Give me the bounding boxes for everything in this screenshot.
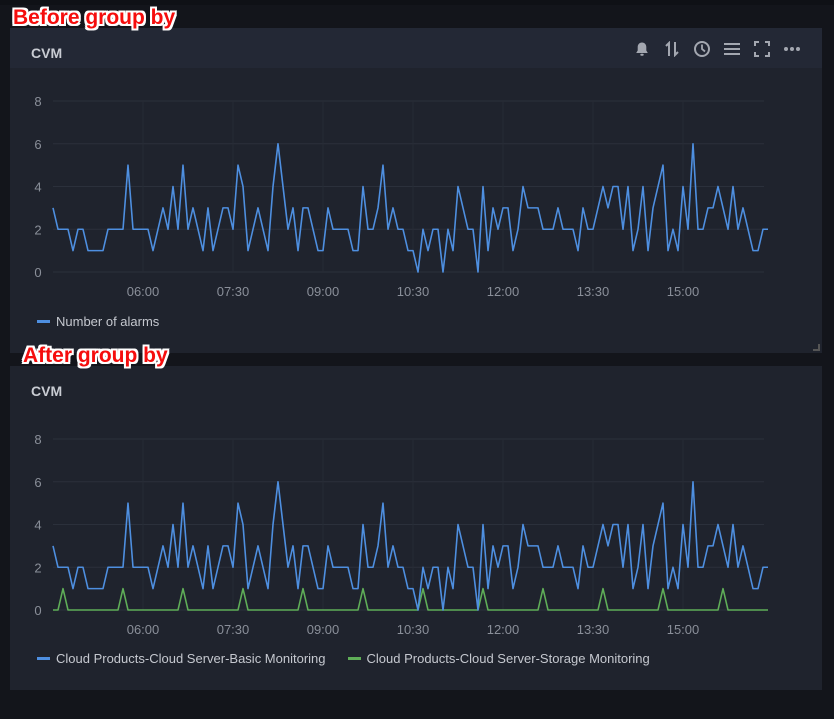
- y-tick-label: 2: [34, 560, 41, 575]
- list-icon[interactable]: [722, 40, 742, 58]
- chart-legend: Number of alarms: [37, 314, 159, 329]
- bell-icon[interactable]: [632, 40, 652, 58]
- resize-handle[interactable]: [813, 344, 820, 351]
- y-tick-label: 6: [34, 137, 41, 152]
- x-tick-label: 10:30: [397, 284, 430, 299]
- legend-label: Number of alarms: [56, 314, 160, 329]
- series-line: [53, 587, 768, 611]
- x-tick-label: 15:00: [667, 622, 700, 637]
- x-tick-label: 07:30: [217, 622, 250, 637]
- line-chart-before: 0 2 4 6 8 06:00 07:30 09:00 10:30 12:00 13:30 15:00: [34, 94, 768, 299]
- fullscreen-icon[interactable]: [752, 40, 772, 58]
- y-tick-label: 8: [34, 94, 41, 109]
- series-line: [52, 480, 768, 611]
- x-tick-label: 09:00: [307, 284, 340, 299]
- y-tick-label: 6: [34, 475, 41, 490]
- panel-title: CVM: [31, 45, 63, 61]
- x-tick-label: 09:00: [307, 622, 340, 637]
- chart-panel-before: CVM 0 2 4 6 8 06:00 07:30 09:00 10:30 12:00 13:30 1…: [10, 28, 822, 353]
- x-tick-label: 13:30: [577, 622, 610, 637]
- y-tick-label: 0: [34, 265, 41, 280]
- x-tick-label: 13:30: [577, 284, 610, 299]
- x-tick-label: 10:30: [397, 622, 430, 637]
- panel-toolbar: [632, 40, 802, 58]
- y-tick-label: 4: [34, 518, 41, 533]
- x-tick-label: 15:00: [667, 284, 700, 299]
- legend-item[interactable]: Cloud Products-Cloud Server-Basic Monito…: [37, 651, 326, 666]
- annotation-after: After group by: [23, 344, 168, 367]
- legend-item[interactable]: Number of alarms: [37, 314, 159, 329]
- x-tick-label: 12:00: [487, 284, 520, 299]
- x-tick-label: 06:00: [127, 622, 160, 637]
- clock-icon[interactable]: [692, 40, 712, 58]
- legend-label: Cloud Products-Cloud Server-Storage Moni…: [366, 651, 650, 666]
- annotation-before: Before group by: [13, 6, 176, 29]
- legend-swatch: [37, 657, 50, 660]
- y-tick-label: 8: [34, 432, 41, 447]
- panel-title: CVM: [31, 383, 63, 399]
- chart-legend: Cloud Products-Cloud Server-Basic Monito…: [37, 651, 650, 666]
- chart-panel-after: CVM 0 2 4 6 8 06:00 07:30 09:00 10:30 12:00 13:30 1…: [10, 366, 822, 690]
- x-tick-label: 07:30: [217, 284, 250, 299]
- legend-item[interactable]: Cloud Products-Cloud Server-Storage Moni…: [347, 651, 650, 666]
- y-tick-label: 4: [34, 180, 41, 195]
- legend-swatch: [37, 320, 50, 323]
- panel-header: CVM: [10, 28, 822, 68]
- legend-label: Cloud Products-Cloud Server-Basic Monito…: [56, 651, 326, 666]
- x-tick-label: 12:00: [487, 622, 520, 637]
- legend-swatch: [347, 657, 361, 660]
- x-tick-label: 06:00: [127, 284, 160, 299]
- line-chart-after: 0 2 4 6 8 06:00 07:30 09:00 10:30 12:00 13:30 15:00: [34, 432, 768, 637]
- series-line: [52, 142, 768, 273]
- sort-icon[interactable]: [662, 40, 682, 58]
- y-tick-label: 0: [34, 603, 41, 618]
- top-strip: [0, 0, 834, 5]
- y-tick-label: 2: [34, 222, 41, 237]
- more-icon[interactable]: [782, 40, 802, 58]
